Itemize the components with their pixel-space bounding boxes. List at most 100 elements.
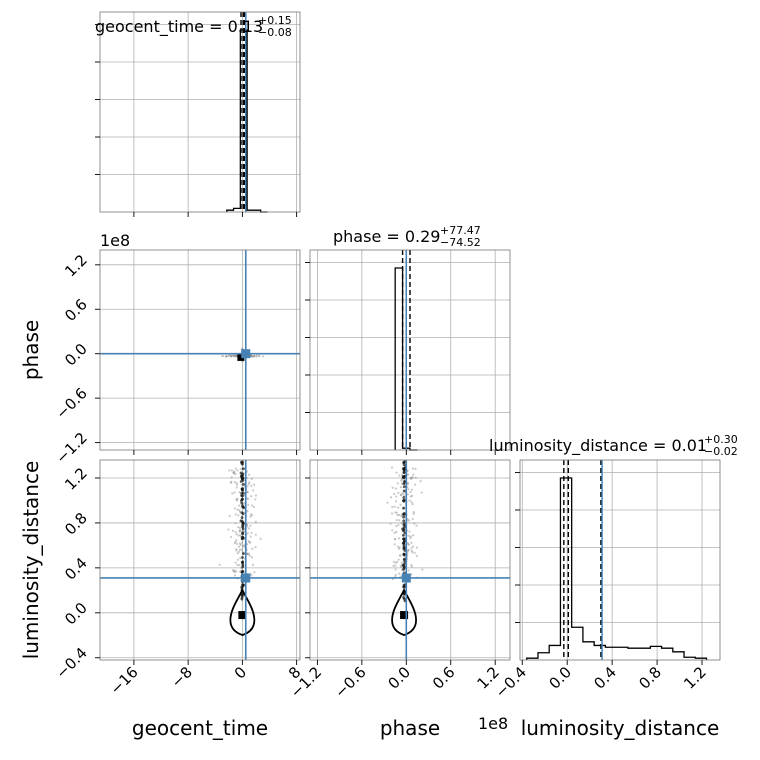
sample-point xyxy=(240,560,244,564)
ylabel-luminosity-distance: luminosity_distance xyxy=(19,461,43,660)
sample-point xyxy=(234,561,237,564)
sample-point xyxy=(236,508,239,511)
sample-point xyxy=(402,482,406,486)
sample-point xyxy=(228,469,231,472)
offset-text-x-phase: 1e8 xyxy=(478,714,508,733)
tick-label-x: 0.8 xyxy=(635,663,665,693)
sample-point xyxy=(232,471,235,474)
sample-point xyxy=(240,499,243,502)
sample-point xyxy=(403,566,406,569)
sample-point xyxy=(400,522,403,525)
sample-point xyxy=(403,558,406,562)
sample-point xyxy=(401,512,405,516)
title-geocent-time-lower: −0.08 xyxy=(258,26,292,39)
sample-point xyxy=(402,515,405,519)
sample-point xyxy=(396,545,399,548)
sample-point xyxy=(391,486,394,489)
sample-point xyxy=(400,565,403,568)
sample-point xyxy=(249,355,252,358)
sample-point xyxy=(246,525,249,528)
sample-point xyxy=(395,471,398,474)
sample-point xyxy=(235,570,238,573)
sample-point xyxy=(410,494,414,497)
sample-point xyxy=(247,482,251,486)
sample-point xyxy=(397,537,401,540)
tick-label-y: −0.6 xyxy=(52,384,90,422)
sample-point xyxy=(393,531,396,534)
sample-point xyxy=(402,545,406,548)
sample-point xyxy=(402,489,406,493)
sample-point xyxy=(399,493,403,497)
title-phase-lower: −74.52 xyxy=(440,236,481,249)
sample-point xyxy=(230,355,233,358)
sample-point xyxy=(234,467,237,470)
sample-point xyxy=(238,563,241,567)
sample-point xyxy=(233,507,236,510)
sample-point xyxy=(237,504,241,507)
tick-label-y: 0.8 xyxy=(61,509,91,539)
sample-point xyxy=(397,491,400,494)
sample-point xyxy=(411,467,414,470)
sample-point xyxy=(401,491,404,494)
sample-point xyxy=(234,530,237,534)
sample-point xyxy=(238,570,242,574)
panel-frame xyxy=(99,11,301,213)
sample-point xyxy=(247,527,251,530)
sample-point xyxy=(250,477,253,481)
sample-point xyxy=(246,552,249,555)
sample-point xyxy=(247,553,250,556)
sample-point xyxy=(248,554,252,557)
panel-frame xyxy=(309,249,511,451)
sample-point xyxy=(225,355,228,358)
sample-point xyxy=(409,477,413,480)
tick-label-y: −0.4 xyxy=(52,644,90,682)
sample-point xyxy=(234,513,237,516)
tick-label-y: −1.2 xyxy=(52,429,90,467)
sample-point xyxy=(413,551,416,555)
sample-point xyxy=(241,347,244,350)
title-luminosity-distance-lower: −0.02 xyxy=(704,445,738,458)
sample-point xyxy=(242,502,246,505)
sample-point xyxy=(406,493,410,496)
sample-point xyxy=(398,474,401,477)
sample-point xyxy=(402,539,406,543)
title-geocent-time-upper: +0.15 xyxy=(258,14,292,27)
sample-point xyxy=(251,355,254,358)
tick-label-x: 0.0 xyxy=(385,663,415,693)
sample-point xyxy=(402,585,405,589)
tick-label-x: −0.6 xyxy=(331,663,369,701)
tick-label-y: 0.6 xyxy=(61,295,91,325)
sample-point xyxy=(395,495,398,498)
sample-point xyxy=(397,523,400,527)
sample-point xyxy=(396,482,400,485)
sample-point xyxy=(399,493,403,496)
sample-point xyxy=(241,504,244,508)
sample-point xyxy=(253,571,256,574)
sample-point xyxy=(406,517,409,521)
sample-point xyxy=(406,482,410,485)
tick-label-y: 0.0 xyxy=(61,340,91,370)
sample-point xyxy=(248,481,251,484)
sample-point xyxy=(397,558,400,561)
sample-point xyxy=(415,554,418,557)
sample-point xyxy=(399,503,402,506)
sample-point xyxy=(241,531,244,535)
sample-point xyxy=(235,548,238,551)
sample-point xyxy=(399,564,402,567)
sample-point xyxy=(261,355,264,358)
sample-point xyxy=(241,570,245,573)
sample-point xyxy=(401,521,404,524)
sample-point xyxy=(241,556,244,559)
panel-frame xyxy=(519,459,721,661)
sample-point xyxy=(251,514,254,517)
sample-point xyxy=(237,525,240,529)
sample-point xyxy=(402,596,405,599)
panel-frame xyxy=(99,459,301,661)
sample-point xyxy=(239,543,242,546)
sample-point xyxy=(411,477,414,480)
sample-point xyxy=(402,537,406,541)
sample-point xyxy=(392,564,395,567)
contour-core xyxy=(400,611,409,620)
sample-point xyxy=(240,501,244,505)
sample-point xyxy=(254,494,258,497)
